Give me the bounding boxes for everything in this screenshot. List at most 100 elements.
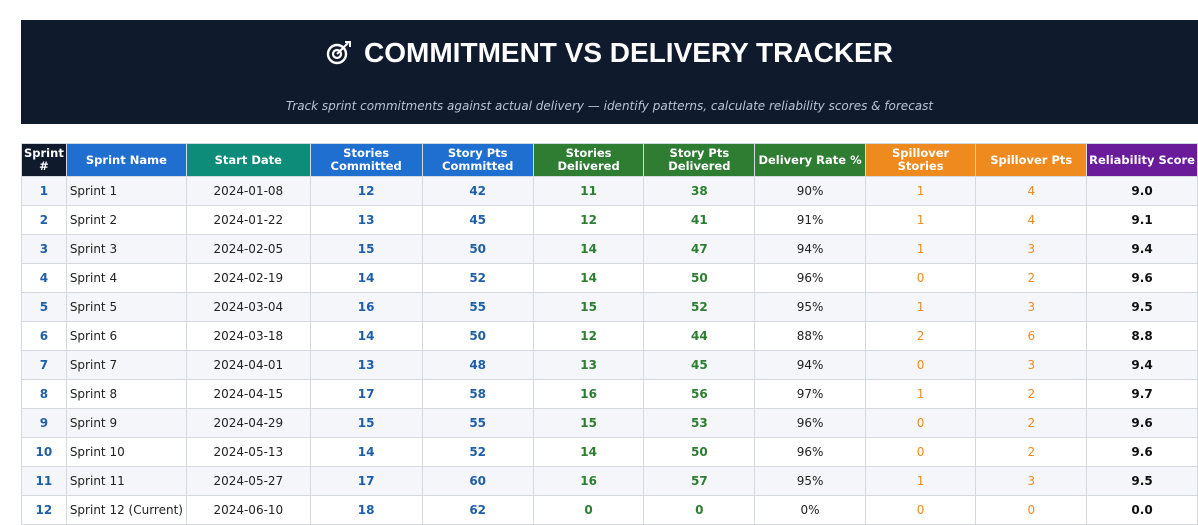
table-cell: 9.0 xyxy=(1086,176,1198,206)
table-cell: 57 xyxy=(643,466,756,496)
table-cell: 15 xyxy=(532,408,645,438)
column-header: Story Pts Delivered xyxy=(643,143,756,177)
table-cell: 2024-06-10 xyxy=(185,495,311,525)
table-cell: 16 xyxy=(532,466,645,496)
table-cell: 7 xyxy=(21,350,67,380)
table-cell: 42 xyxy=(421,176,534,206)
table-cell: 55 xyxy=(421,408,534,438)
table-cell: 38 xyxy=(643,176,756,206)
table-cell: 14 xyxy=(532,263,645,293)
table-cell: 3 xyxy=(975,350,1088,380)
table-cell: 14 xyxy=(309,321,423,351)
table-cell: 0 xyxy=(532,495,645,525)
table-cell: Sprint 5 xyxy=(65,292,187,322)
table-cell: 6 xyxy=(975,321,1088,351)
table-cell: 12 xyxy=(532,205,645,235)
table-cell: 56 xyxy=(643,379,756,409)
table-cell: 1 xyxy=(864,466,977,496)
table-row: 10 Sprint 10 2024-05-13 14 52 14 50 96% 0 2 9.6 xyxy=(21,437,1198,467)
table-cell: 0 xyxy=(864,263,977,293)
table-cell: 2024-04-15 xyxy=(185,379,311,409)
table-cell: 9.7 xyxy=(1086,379,1198,409)
table-cell: 2024-04-01 xyxy=(185,350,311,380)
table-row: 12 Sprint 12 (Current) 2024-06-10 18 62 0 0 0% 0… xyxy=(21,495,1198,525)
table-cell: Sprint 8 xyxy=(65,379,187,409)
table-cell: 95% xyxy=(754,292,866,322)
table-row: 3 Sprint 3 2024-02-05 15 50 14 47 94% 1 3 9.4 xyxy=(21,234,1198,264)
table-cell: Sprint 10 xyxy=(65,437,187,467)
table-cell: 12 xyxy=(21,495,67,525)
table-cell: 0% xyxy=(754,495,866,525)
table-cell: 16 xyxy=(309,292,423,322)
column-header: Start Date xyxy=(185,143,311,177)
table-cell: 9.6 xyxy=(1086,263,1198,293)
table-cell: Sprint 11 xyxy=(65,466,187,496)
table-cell: 50 xyxy=(643,263,756,293)
table-row: 5 Sprint 5 2024-03-04 16 55 15 52 95% 1 3 9.5 xyxy=(21,292,1198,322)
table-cell: Sprint 7 xyxy=(65,350,187,380)
table-cell: 41 xyxy=(643,205,756,235)
table-cell: 2 xyxy=(21,205,67,235)
table-cell: 4 xyxy=(975,205,1088,235)
table-cell: 50 xyxy=(643,437,756,467)
table-row: 4 Sprint 4 2024-02-19 14 52 14 50 96% 0 2 9.6 xyxy=(21,263,1198,293)
table-row: 7 Sprint 7 2024-04-01 13 48 13 45 94% 0 3 9.4 xyxy=(21,350,1198,380)
table-cell: 13 xyxy=(532,350,645,380)
table-cell: 0 xyxy=(864,495,977,525)
table-cell: 15 xyxy=(532,292,645,322)
table-cell: 0.0 xyxy=(1086,495,1198,525)
table-cell: 2 xyxy=(975,379,1088,409)
table-cell: 2 xyxy=(975,408,1088,438)
table-cell: 95% xyxy=(754,466,866,496)
column-header: Delivery Rate % xyxy=(754,143,866,177)
table-cell: 1 xyxy=(864,379,977,409)
tracker-table: Sprint # Sprint Name Start Date Stories Com… xyxy=(21,143,1198,525)
table-cell: 1 xyxy=(864,205,977,235)
table-cell: 88% xyxy=(754,321,866,351)
table-cell: 60 xyxy=(421,466,534,496)
table-cell: 2024-02-05 xyxy=(185,234,311,264)
table-cell: 2024-05-27 xyxy=(185,466,311,496)
table-cell: 97% xyxy=(754,379,866,409)
table-cell: 2024-02-19 xyxy=(185,263,311,293)
table-cell: 0 xyxy=(643,495,756,525)
table-cell: Sprint 4 xyxy=(65,263,187,293)
table-cell: 55 xyxy=(421,292,534,322)
table-cell: 6 xyxy=(21,321,67,351)
table-cell: 2024-01-22 xyxy=(185,205,311,235)
table-cell: Sprint 2 xyxy=(65,205,187,235)
table-cell: 12 xyxy=(309,176,423,206)
table-cell: 3 xyxy=(975,234,1088,264)
table-cell: 10 xyxy=(21,437,67,467)
table-cell: 14 xyxy=(309,263,423,293)
table-cell: 50 xyxy=(421,321,534,351)
table-body: 1 Sprint 1 2024-01-08 12 42 11 38 90% 1 4 9.0 2 Spri… xyxy=(21,176,1198,525)
table-cell: 48 xyxy=(421,350,534,380)
table-cell: 18 xyxy=(309,495,423,525)
column-header: Stories Delivered xyxy=(532,143,645,177)
table-cell: 91% xyxy=(754,205,866,235)
table-cell: 11 xyxy=(532,176,645,206)
table-cell: 2024-01-08 xyxy=(185,176,311,206)
table-cell: 1 xyxy=(21,176,67,206)
table-cell: 9 xyxy=(21,408,67,438)
table-cell: 13 xyxy=(309,350,423,380)
table-cell: 0 xyxy=(864,350,977,380)
table-cell: 9.5 xyxy=(1086,292,1198,322)
table-row: 2 Sprint 2 2024-01-22 13 45 12 41 91% 1 4 9.1 xyxy=(21,205,1198,235)
table-cell: 1 xyxy=(864,176,977,206)
table-cell: 9.1 xyxy=(1086,205,1198,235)
table-cell: 2 xyxy=(864,321,977,351)
target-icon xyxy=(326,41,352,65)
table-cell: 2024-03-18 xyxy=(185,321,311,351)
table-cell: 4 xyxy=(21,263,67,293)
title: COMMITMENT VS DELIVERY TRACKER xyxy=(364,37,893,68)
table-cell: 45 xyxy=(643,350,756,380)
table-cell: 94% xyxy=(754,350,866,380)
table-row: 6 Sprint 6 2024-03-18 14 50 12 44 88% 2 6 8.8 xyxy=(21,321,1198,351)
table-cell: 16 xyxy=(532,379,645,409)
table-cell: 2 xyxy=(975,437,1088,467)
table-cell: 90% xyxy=(754,176,866,206)
table-cell: 0 xyxy=(864,437,977,467)
